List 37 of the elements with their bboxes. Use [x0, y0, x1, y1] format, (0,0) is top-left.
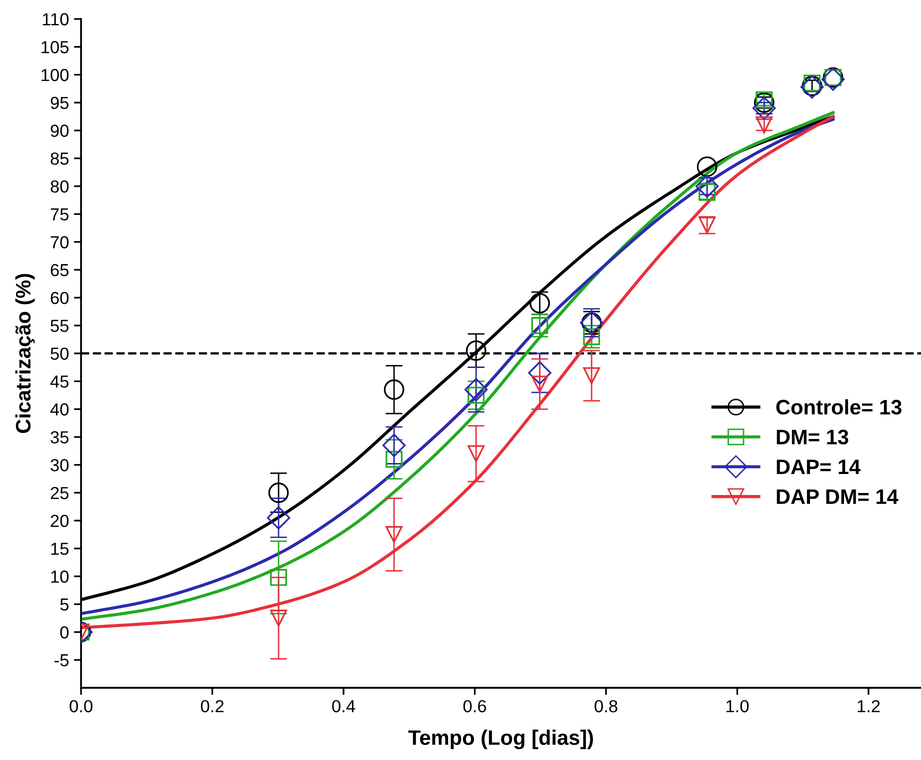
legend-label: DAP= 14 [776, 460, 860, 474]
y-tick-label: 25 [50, 486, 69, 500]
y-tick-label: 70 [50, 236, 69, 248]
x-tick-label: 0.2 [200, 700, 224, 712]
y-tick-label: 75 [50, 208, 69, 221]
y-tick-label: 110 [42, 13, 69, 26]
x-tick-label: 0.6 [463, 700, 486, 712]
y-tick-label: 50 [50, 348, 69, 360]
y-tick-label: -5 [54, 654, 69, 666]
y-tick-label: 45 [50, 376, 69, 388]
y-tick-label: 65 [50, 264, 69, 276]
y-axis-title: Cicatrização (%) [15, 274, 35, 434]
x-tick-label: 0.0 [70, 700, 92, 712]
y-tick-label: 100 [42, 68, 69, 82]
y-tick-label: 15 [51, 542, 69, 555]
y-tick-label: 60 [50, 292, 69, 304]
legend-label: DM= 13 [776, 430, 848, 444]
y-tick-label: 40 [50, 403, 69, 416]
y-tick-label: 30 [50, 459, 69, 472]
y-tick-label: 85 [50, 152, 69, 165]
x-axis-title: Tempo (Log [dias]) [408, 730, 593, 750]
y-tick-label: 35 [50, 431, 69, 444]
y-tick-label: 55 [50, 320, 69, 332]
legend-label: Controle= 13 [776, 399, 902, 415]
y-tick-label: 10 [51, 570, 69, 583]
y-tick-label: 105 [42, 41, 69, 54]
y-tick-label: 90 [50, 124, 69, 137]
x-tick-label: 0.4 [332, 700, 356, 712]
y-tick-label: 80 [50, 180, 69, 193]
y-tick-label: 20 [50, 514, 69, 528]
y-tick-label: 0 [60, 626, 69, 639]
x-tick-label: 0.8 [594, 700, 618, 712]
x-tick-label: 1.0 [726, 700, 749, 712]
y-tick-label: 95 [50, 96, 69, 110]
y-tick-label: 5 [60, 598, 69, 611]
x-tick-label: 1.2 [858, 700, 880, 712]
legend-label: DAP DM= 14 [776, 490, 898, 504]
